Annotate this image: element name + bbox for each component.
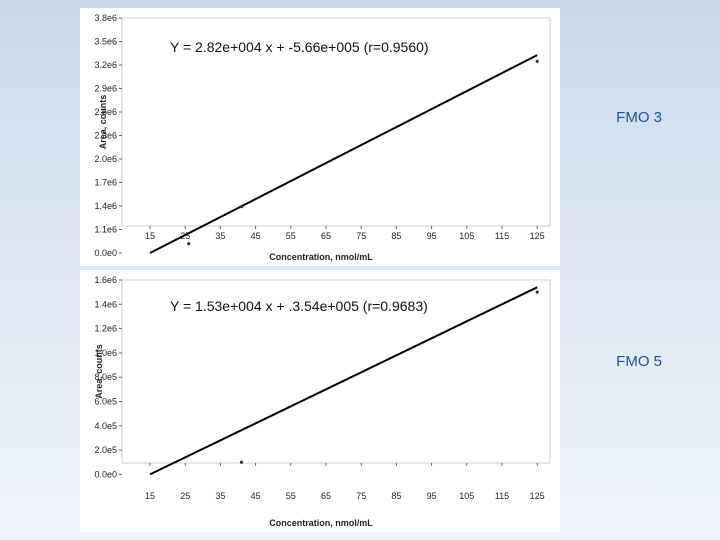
data-point bbox=[239, 205, 244, 209]
x-tick-label: 115 bbox=[495, 231, 509, 241]
x-axis-title: Concentration, nmol/mL bbox=[269, 252, 373, 262]
x-tick-label: 65 bbox=[321, 231, 331, 241]
x-tick-label: 65 bbox=[321, 491, 331, 501]
plot-area bbox=[121, 279, 551, 464]
y-tick-label: 0.0e0 bbox=[94, 248, 117, 258]
data-point bbox=[187, 242, 191, 246]
x-tick-label: 15 bbox=[145, 491, 155, 501]
y-tick-label: 2.3e6 bbox=[94, 131, 117, 141]
x-tick-label: 105 bbox=[459, 491, 474, 501]
x-tick-label: 105 bbox=[459, 231, 474, 241]
x-tick-label: 115 bbox=[495, 491, 509, 501]
y-tick-label: 1.7e6 bbox=[94, 178, 117, 188]
y-tick-label: 0.0e0 bbox=[94, 469, 117, 479]
regression-equation: Y = 2.82e+004 x + -5.66e+005 (r=0.9560) bbox=[170, 39, 429, 55]
x-tick-label: 45 bbox=[251, 491, 261, 501]
x-axis-title: Concentration, nmol/mL bbox=[269, 518, 373, 528]
x-tick-label: 125 bbox=[530, 231, 545, 241]
fmo3-label: FMO 3 bbox=[616, 109, 662, 126]
x-tick-label: 35 bbox=[215, 491, 225, 501]
x-tick-label: 85 bbox=[391, 491, 401, 501]
y-tick-label: 3.8e6 bbox=[94, 13, 117, 23]
y-tick-label: 1.4e6 bbox=[94, 299, 117, 309]
x-tick-label: 45 bbox=[251, 231, 261, 241]
x-tick-label: 15 bbox=[145, 231, 155, 241]
y-tick-label: 3.5e6 bbox=[94, 37, 117, 47]
data-point bbox=[239, 460, 244, 464]
fmo5-label: FMO 5 bbox=[616, 353, 662, 370]
y-tick-label: 2.9e6 bbox=[94, 84, 117, 94]
x-tick-label: 25 bbox=[180, 491, 190, 501]
y-tick-label: 1.1e6 bbox=[94, 225, 117, 235]
x-tick-label: 55 bbox=[286, 491, 296, 501]
plot-area bbox=[121, 17, 551, 227]
x-tick-label: 55 bbox=[286, 231, 296, 241]
chart-panel-fmo5: 1.6e6 1.4e6 1.2e6 1.0e6 8.0e5 6.0e5 4.0e5 2.0e5… bbox=[80, 270, 560, 532]
y-tick-label: 1.2e6 bbox=[94, 324, 117, 334]
x-tick-label: 95 bbox=[427, 491, 437, 501]
x-tick-label: 35 bbox=[215, 231, 225, 241]
chart-fmo3: 3.8e6 3.5e6 3.2e6 2.9e6 2.6e6 2.3e6 2.0e6 1.7e6… bbox=[94, 13, 551, 262]
regression-line bbox=[149, 286, 538, 476]
y-axis-title: Area, counts bbox=[94, 344, 104, 399]
y-tick-label: 1.0e6 bbox=[94, 348, 117, 358]
x-tick-label: 85 bbox=[391, 231, 401, 241]
y-axis-title: Area, counts bbox=[98, 95, 108, 150]
y-tick-label: 8.0e5 bbox=[94, 372, 117, 382]
y-tick-label: 1.4e6 bbox=[94, 201, 117, 211]
regression-line bbox=[149, 54, 538, 254]
regression-equation: Y = 1.53e+004 x + .3.54e+005 (r=0.9683) bbox=[170, 298, 428, 314]
y-tick-label: 1.6e6 bbox=[94, 275, 117, 285]
y-tick-label: 2.0e6 bbox=[94, 154, 117, 164]
y-tick-label: 6.0e5 bbox=[94, 397, 117, 407]
x-tick-label: 75 bbox=[356, 231, 366, 241]
x-tick-label: 125 bbox=[530, 491, 545, 501]
y-tick-label: 2.6e6 bbox=[94, 107, 117, 117]
data-point bbox=[535, 290, 539, 294]
chart-fmo5: 1.6e6 1.4e6 1.2e6 1.0e6 8.0e5 6.0e5 4.0e5 2.0e5… bbox=[94, 275, 551, 528]
y-tick-label: 2.0e5 bbox=[94, 445, 117, 455]
y-tick-label: 4.0e5 bbox=[94, 421, 117, 431]
x-tick-label: 75 bbox=[356, 491, 366, 501]
x-tick-label: 95 bbox=[427, 231, 437, 241]
y-tick-label: 3.2e6 bbox=[94, 60, 117, 70]
data-point bbox=[535, 59, 539, 63]
chart-panel-fmo3: 3.8e6 3.5e6 3.2e6 2.9e6 2.6e6 2.3e6 2.0e6 1.7e6… bbox=[80, 8, 560, 266]
